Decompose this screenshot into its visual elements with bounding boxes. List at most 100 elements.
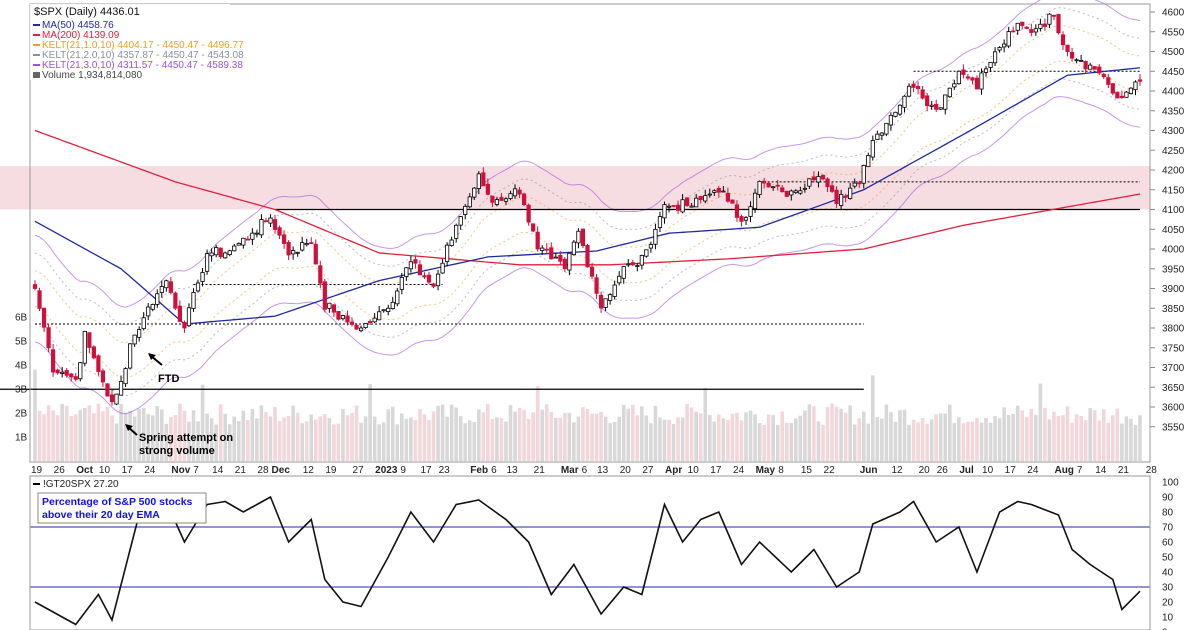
volume-bar [372, 416, 377, 461]
volume-bar [196, 421, 200, 461]
volume-bar [227, 424, 232, 461]
volume-bar [576, 416, 581, 461]
legend-volume: Volume 1,934,814,080 [42, 70, 143, 81]
candle-body [666, 205, 672, 208]
indicator-tick-label: 20 [1162, 598, 1174, 609]
candle-body [725, 192, 730, 202]
candle [223, 251, 228, 259]
candle [943, 94, 948, 115]
volume-bar [961, 423, 966, 461]
volume-tick-label: 2B [15, 409, 28, 420]
date-tick-label: 6 [582, 465, 588, 476]
volume-bar [540, 409, 545, 461]
volume-bar [563, 412, 567, 461]
volume-bar [155, 405, 160, 461]
candle-body [445, 244, 450, 262]
candle [236, 242, 241, 246]
date-tick-label: 13 [507, 465, 519, 476]
volume-tick-label: 3B [15, 385, 28, 396]
candle-body [1015, 22, 1020, 31]
volume-axis: 1B 2B 3B 4B 5B 6B [15, 313, 28, 444]
volume-bar [621, 405, 626, 461]
candle [41, 307, 47, 332]
legend-ma200: MA(200) 4139.09 [42, 30, 120, 41]
volume-bar [146, 414, 151, 461]
candle-body [576, 230, 581, 244]
candle-body [336, 310, 341, 320]
candle-body [1024, 26, 1029, 29]
candle [784, 190, 789, 197]
volume-bar [277, 421, 282, 461]
candle [60, 366, 65, 378]
candle [970, 76, 975, 85]
date-tick-label: 10 [688, 465, 700, 476]
candle-body [685, 197, 690, 206]
indicator-tick-label: 100 [1162, 478, 1179, 489]
candle [929, 101, 934, 110]
volume-bar [236, 421, 241, 461]
candle [322, 279, 327, 313]
candle-body [64, 370, 69, 376]
candle [1006, 26, 1011, 49]
volume-bar [504, 421, 508, 461]
candle [992, 47, 998, 67]
candle [694, 194, 699, 208]
volume-bar [1020, 410, 1025, 461]
candle [617, 271, 622, 286]
candle [1042, 18, 1047, 31]
candle-body [526, 204, 531, 223]
candle-body [956, 70, 961, 85]
candle [404, 267, 409, 281]
candle [200, 268, 205, 287]
candle [848, 182, 853, 200]
candle [1088, 62, 1093, 70]
volume-bar [830, 403, 834, 461]
candle [100, 368, 106, 387]
candle [834, 186, 839, 208]
candle [540, 245, 545, 255]
candle [685, 197, 690, 207]
candle [395, 287, 400, 307]
candle-body [608, 294, 613, 301]
candle-body [386, 307, 391, 312]
candle [988, 61, 993, 73]
volume-bar [1006, 415, 1011, 461]
volume-bar [997, 418, 1002, 461]
volume-bar [630, 405, 635, 461]
candle-body [802, 187, 807, 190]
candle-body [920, 89, 925, 99]
candle [82, 330, 87, 367]
candle-body [78, 362, 83, 380]
volume-bar [318, 416, 323, 461]
candle-body [458, 216, 463, 226]
candle-body [544, 248, 549, 251]
candle [974, 75, 980, 90]
candle [241, 237, 246, 249]
candle [454, 223, 459, 243]
candle-body [313, 243, 318, 265]
candle [730, 199, 735, 204]
volume-bar [96, 403, 101, 461]
candle-body [820, 174, 826, 180]
candle-body [752, 192, 758, 210]
candle [114, 393, 119, 406]
volume-bar [662, 419, 667, 461]
candle-body [1002, 43, 1007, 48]
candle [1133, 80, 1138, 96]
indicator-legend: !GT20SPX 27.20 [43, 479, 119, 490]
volume-bar [726, 419, 730, 461]
candle-body [399, 277, 404, 290]
price-tick-label: 3750 [1162, 343, 1185, 354]
candle [476, 171, 481, 195]
volume-bar [902, 409, 907, 461]
volume-bar [64, 405, 69, 461]
candle-body [195, 282, 201, 292]
volume-bar [327, 417, 332, 461]
candle [861, 164, 866, 189]
candle-body [811, 176, 817, 181]
candle [1128, 87, 1134, 95]
candle-body [1051, 14, 1057, 17]
candle [825, 177, 830, 192]
volume-bar [1083, 420, 1088, 461]
